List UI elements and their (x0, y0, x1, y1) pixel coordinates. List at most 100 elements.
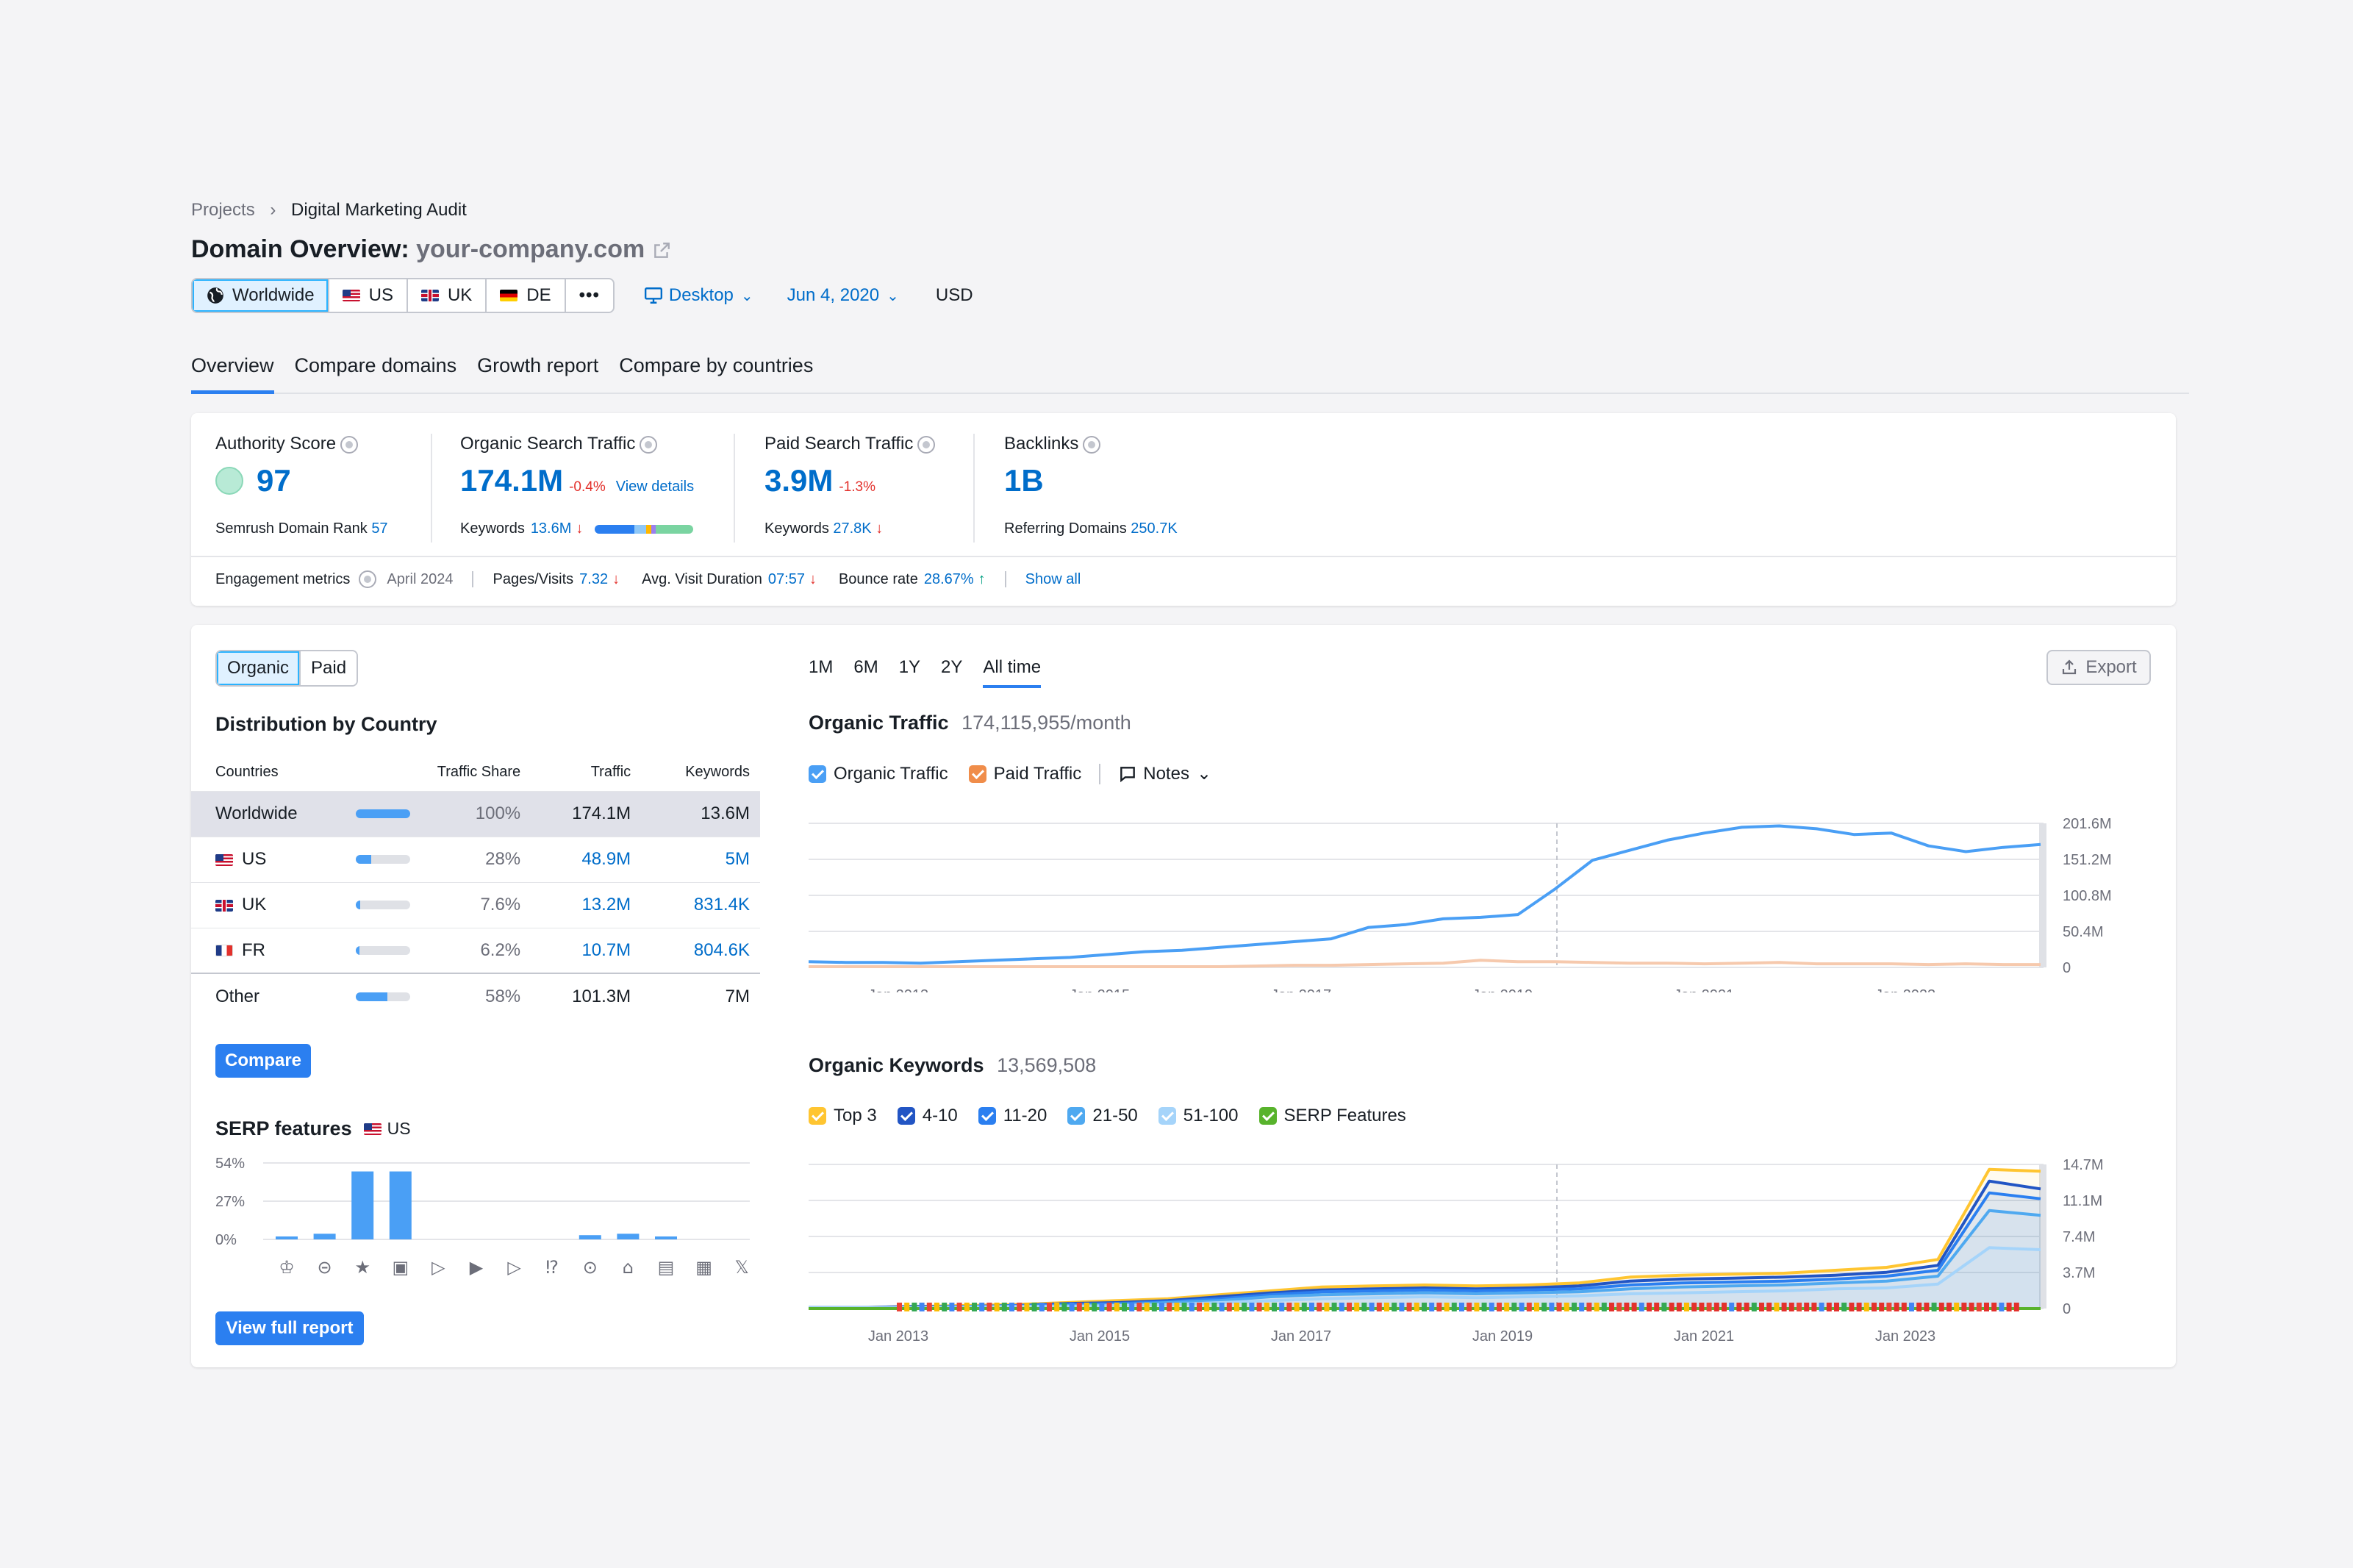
col-traffic-share[interactable]: Traffic Share (437, 764, 521, 781)
referring-domains-value[interactable]: 250.7K (1131, 520, 1178, 537)
region-uk[interactable]: UK (407, 279, 487, 312)
keyword-distribution-bar (595, 524, 694, 534)
serp-bar[interactable] (276, 1236, 298, 1239)
serp-feature-marker (926, 1303, 932, 1311)
checkbox-11-20[interactable] (978, 1107, 996, 1125)
toggle-paid[interactable]: Paid (301, 651, 357, 685)
serp-bar[interactable] (579, 1235, 601, 1239)
range-all-time[interactable]: All time (983, 657, 1042, 688)
serp-feature-marker (1451, 1303, 1457, 1311)
range-1y[interactable]: 1Y (898, 657, 921, 677)
export-button[interactable]: Export (2046, 650, 2151, 685)
compare-button[interactable]: Compare (215, 1044, 311, 1078)
serp-feature-marker (1804, 1303, 1810, 1311)
briefcase-icon[interactable]: ▦ (695, 1257, 712, 1278)
keywords-value[interactable]: 831.4K (693, 895, 750, 914)
country-row-fr[interactable]: FR 6.2% 10.7M 804.6K (191, 928, 760, 973)
serp-bar[interactable] (655, 1236, 677, 1239)
paid-traffic-value[interactable]: 3.9M (764, 463, 834, 498)
checkbox-top-3[interactable] (809, 1107, 826, 1125)
keywords-value[interactable]: 804.6K (693, 939, 750, 960)
country-row-uk[interactable]: UK 7.6% 13.2M 831.4K (191, 882, 760, 928)
info-icon[interactable] (340, 435, 359, 454)
document-icon[interactable]: ▤ (658, 1257, 675, 1278)
view-full-report-button[interactable]: View full report (215, 1311, 364, 1345)
video-play-icon[interactable]: ▷ (507, 1257, 521, 1278)
divider (1099, 763, 1101, 784)
serp-feature-marker (1272, 1303, 1277, 1311)
range-6m[interactable]: 6M (853, 657, 878, 677)
info-icon[interactable] (917, 435, 936, 454)
scroll-handle[interactable] (2039, 1164, 2046, 1309)
region-worldwide[interactable]: Worldwide (193, 279, 329, 312)
tab-compare-by-countries[interactable]: Compare by countries (619, 354, 814, 376)
country-row-worldwide[interactable]: Worldwide 100% 174.1M 13.6M (191, 791, 760, 837)
series-line-paid-traffic[interactable] (809, 959, 2041, 968)
show-all-link[interactable]: Show all (1025, 570, 1081, 587)
region-de[interactable]: DE (487, 279, 566, 312)
visit-duration-value: 07:57 (767, 570, 805, 587)
domain-rank-value[interactable]: 57 (371, 520, 388, 537)
serp-feature-marker (1264, 1303, 1269, 1311)
col-traffic[interactable]: Traffic (590, 764, 631, 781)
traffic-share-fill (356, 945, 359, 955)
tab-compare-domains[interactable]: Compare domains (294, 354, 457, 376)
checkbox-4-10[interactable] (897, 1107, 915, 1125)
serp-feature-marker (1774, 1303, 1780, 1311)
arrow-down-icon: ↓ (809, 570, 817, 587)
traffic-value[interactable]: 13.2M (581, 895, 631, 914)
checkbox-serp-features[interactable] (1258, 1107, 1277, 1125)
graduation-cap-icon[interactable]: ⌂ (623, 1257, 634, 1278)
crown-icon[interactable]: ♔ (279, 1257, 295, 1278)
location-pin-icon[interactable]: ⊙ (583, 1257, 598, 1278)
link-icon[interactable]: ⊝ (318, 1257, 332, 1278)
traffic-value[interactable]: 48.9M (581, 849, 631, 869)
info-icon[interactable] (640, 435, 658, 454)
more-regions-button[interactable]: ••• (565, 279, 613, 312)
legend-4-10: 4-10 (922, 1106, 958, 1125)
backlinks-value[interactable]: 1B (1004, 463, 1044, 498)
authority-score-value[interactable]: 97 (257, 463, 291, 498)
series-line-organic-traffic[interactable] (809, 824, 2041, 965)
checkbox-21-50[interactable] (1067, 1107, 1086, 1125)
serp-bar[interactable] (313, 1234, 336, 1239)
country-row-other[interactable]: Other 58% 101.3M 7M (191, 973, 760, 1019)
region-us[interactable]: US (329, 279, 408, 312)
notes-dropdown[interactable]: Notes ⌄ (1118, 763, 1211, 784)
checkbox-organic-traffic[interactable] (809, 765, 826, 783)
authority-circle-icon (215, 467, 243, 495)
video-carousel-icon[interactable]: ▶ (470, 1257, 484, 1278)
organic-traffic-value[interactable]: 174.1M (460, 463, 564, 498)
serp-feature-marker (1826, 1303, 1832, 1311)
range-2y[interactable]: 2Y (941, 657, 963, 677)
organic-keywords-value[interactable]: 13.6M (530, 520, 572, 537)
tab-growth-report[interactable]: Growth report (477, 354, 599, 376)
toggle-organic[interactable]: Organic (217, 651, 301, 685)
serp-bar[interactable] (389, 1171, 412, 1239)
device-select[interactable]: Desktop ⌄ (644, 285, 753, 306)
checkbox-paid-traffic[interactable] (968, 765, 986, 783)
view-details-link[interactable]: View details (615, 479, 695, 495)
keywords-value[interactable]: 5M (725, 849, 750, 869)
breadcrumb-root[interactable]: Projects (191, 200, 255, 220)
scroll-handle[interactable] (2039, 823, 2046, 967)
paid-keywords-value[interactable]: 27.8K (833, 520, 872, 537)
external-link-icon[interactable] (652, 241, 671, 260)
x-twitter-icon[interactable]: 𝕏 (735, 1257, 749, 1278)
tab-overview[interactable]: Overview (191, 354, 274, 394)
info-icon[interactable] (1083, 435, 1101, 454)
checkbox-51-100[interactable] (1158, 1107, 1176, 1125)
serp-bar[interactable] (351, 1171, 374, 1239)
col-keywords[interactable]: Keywords (685, 764, 750, 781)
star-icon[interactable]: ★ (354, 1257, 370, 1278)
us-flag-icon (363, 1123, 382, 1135)
traffic-value[interactable]: 10.7M (581, 939, 631, 960)
faq-icon[interactable]: ⁉ (545, 1257, 559, 1278)
video-icon[interactable]: ▷ (431, 1257, 445, 1278)
image-icon[interactable]: ▣ (392, 1257, 409, 1278)
info-icon[interactable] (359, 570, 377, 588)
country-row-us[interactable]: US 28% 48.9M 5M (191, 837, 760, 882)
range-1m[interactable]: 1M (809, 657, 834, 677)
serp-bar[interactable] (617, 1234, 640, 1239)
date-select[interactable]: Jun 4, 2020 ⌄ (787, 285, 899, 306)
